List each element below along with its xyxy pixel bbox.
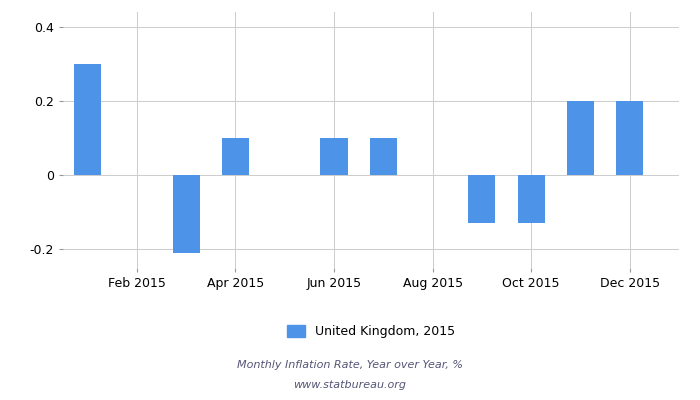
Bar (517, 175, 545, 224)
Text: Monthly Inflation Rate, Year over Year, %: Monthly Inflation Rate, Year over Year, … (237, 360, 463, 370)
Bar (173, 175, 200, 253)
Bar (370, 138, 397, 175)
Text: www.statbureau.org: www.statbureau.org (293, 380, 407, 390)
Bar (222, 138, 249, 175)
Bar (468, 175, 496, 224)
Bar (74, 64, 102, 175)
Bar (321, 138, 348, 175)
Legend: United Kingdom, 2015: United Kingdom, 2015 (281, 320, 461, 343)
Bar (616, 101, 643, 175)
Bar (567, 101, 594, 175)
